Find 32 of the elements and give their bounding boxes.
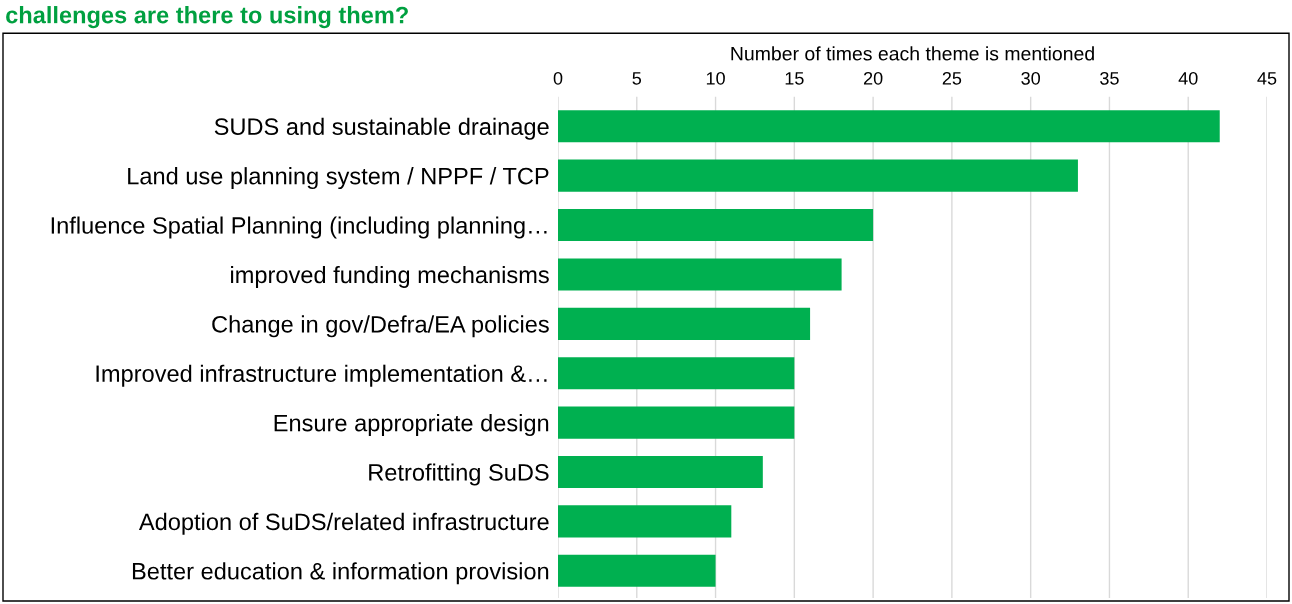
bar (558, 406, 795, 439)
y-tick-label: Ensure appropriate design (274, 414, 549, 437)
y-tick-label: improved funding mechanisms (231, 265, 549, 288)
bar (558, 554, 716, 587)
x-tick-label: 15 (785, 72, 804, 85)
y-tick-label: Retrofitting SuDS (369, 463, 549, 486)
x-axis-title: Number of times each theme is mentioned (731, 46, 1094, 61)
bar (558, 110, 1220, 143)
y-tick-label: SUDS and sustainable drainage (214, 117, 549, 140)
x-tick-label: 5 (632, 72, 642, 85)
x-tick-label: 40 (1178, 71, 1198, 85)
bar (558, 209, 874, 242)
y-tick-label: Land use planning system / NPPF / TCP (128, 167, 549, 190)
y-tick-label: Adoption of SuDS/related infrastructure (138, 512, 549, 535)
bar (558, 258, 842, 291)
y-tick-label: Influence Spatial Planning (including planning… (51, 216, 547, 239)
x-tick-label: 35 (1100, 71, 1119, 85)
x-tick-label: 45 (1257, 72, 1277, 85)
x-tick-label: 10 (706, 71, 725, 85)
bar (558, 455, 763, 489)
y-tick-label: Change in gov/Defra/EA policies (212, 315, 549, 338)
bar (558, 505, 732, 538)
bar (558, 307, 811, 340)
x-tick-label: 25 (942, 71, 962, 85)
text: challenges are there to using them? (6, 6, 408, 29)
x-tick-label: 30 (1021, 71, 1040, 85)
y-tick-label: Improved infrastructure implementation &… (96, 364, 547, 387)
y-tick-label: Better education & information provision (132, 562, 549, 585)
bar (558, 159, 1078, 192)
x-tick-label: 20 (863, 71, 883, 85)
bar (558, 357, 795, 390)
x-tick-label: 0 (553, 71, 563, 85)
